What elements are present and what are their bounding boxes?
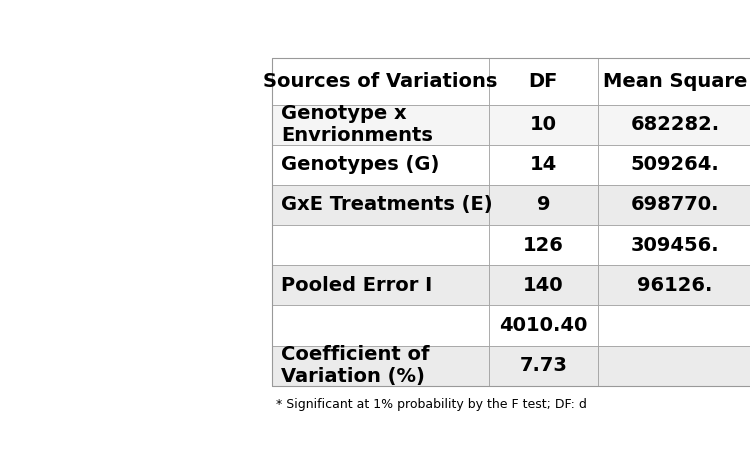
- Text: 96126.: 96126.: [638, 276, 712, 295]
- Bar: [598, 265, 750, 305]
- Bar: [489, 265, 598, 305]
- Bar: [489, 305, 598, 346]
- Bar: [272, 145, 489, 185]
- Text: GxE Treatments (E): GxE Treatments (E): [281, 195, 493, 215]
- Bar: [489, 346, 598, 386]
- Text: 698770.: 698770.: [631, 195, 719, 215]
- Text: 682282.: 682282.: [631, 115, 719, 134]
- Bar: [272, 225, 489, 265]
- Text: DF: DF: [529, 72, 558, 91]
- Bar: [598, 305, 750, 346]
- Text: 10: 10: [530, 115, 556, 134]
- Text: 140: 140: [523, 276, 563, 295]
- Bar: [272, 346, 489, 386]
- Bar: [598, 346, 750, 386]
- Bar: [598, 225, 750, 265]
- Text: * Significant at 1% probability by the F test; DF: d: * Significant at 1% probability by the F…: [276, 398, 586, 411]
- Text: 126: 126: [523, 236, 564, 255]
- Text: 4010.40: 4010.40: [499, 316, 587, 335]
- Text: Genotypes (G): Genotypes (G): [281, 155, 440, 174]
- Bar: [272, 105, 489, 145]
- Text: Sources of Variations: Sources of Variations: [263, 72, 498, 91]
- Bar: [598, 58, 750, 105]
- Text: 9: 9: [536, 195, 550, 215]
- Bar: [272, 58, 489, 105]
- Bar: [598, 185, 750, 225]
- Bar: [272, 305, 489, 346]
- Text: Mean Square: Mean Square: [603, 72, 747, 91]
- Bar: [272, 58, 750, 386]
- Bar: [489, 225, 598, 265]
- Bar: [598, 105, 750, 145]
- Text: Coefficient of
Variation (%): Coefficient of Variation (%): [281, 345, 430, 386]
- Bar: [272, 265, 489, 305]
- Text: Genotype x
Envrionments: Genotype x Envrionments: [281, 104, 434, 145]
- Bar: [598, 145, 750, 185]
- Text: 509264.: 509264.: [631, 155, 719, 174]
- Bar: [272, 185, 489, 225]
- Text: Pooled Error I: Pooled Error I: [281, 276, 433, 295]
- Text: 7.73: 7.73: [519, 356, 567, 375]
- Text: 309456.: 309456.: [631, 236, 719, 255]
- Text: 14: 14: [530, 155, 556, 174]
- Bar: [489, 58, 598, 105]
- Bar: [489, 145, 598, 185]
- Bar: [489, 185, 598, 225]
- Bar: [489, 105, 598, 145]
